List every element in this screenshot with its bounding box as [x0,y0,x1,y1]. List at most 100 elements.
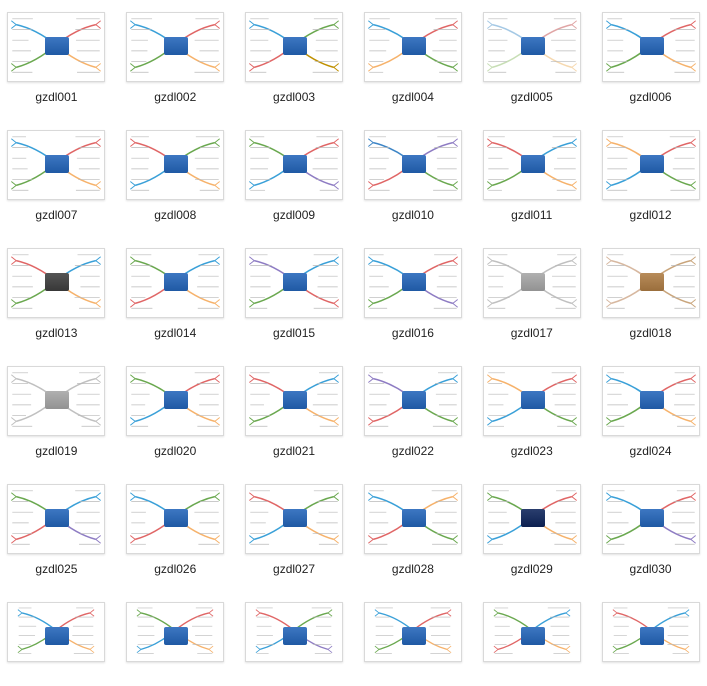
file-label: gzdl017 [511,326,553,340]
file-item[interactable]: gzdl029 [479,484,584,576]
file-thumbnail[interactable] [7,366,105,436]
file-item[interactable]: gzdl010 [361,130,466,222]
file-thumbnail[interactable] [483,130,581,200]
file-thumbnail[interactable] [245,248,343,318]
file-thumbnail[interactable] [364,366,462,436]
file-item[interactable] [361,602,466,662]
file-thumbnail[interactable] [7,12,105,82]
file-label: gzdl006 [630,90,672,104]
file-item[interactable]: gzdl011 [479,130,584,222]
file-item[interactable]: gzdl024 [598,366,703,458]
file-label: gzdl008 [154,208,196,222]
file-item[interactable]: gzdl013 [4,248,109,340]
file-thumbnail[interactable] [364,602,462,662]
file-item[interactable]: gzdl018 [598,248,703,340]
file-thumbnail[interactable] [364,248,462,318]
file-item[interactable]: gzdl008 [123,130,228,222]
file-thumbnail[interactable] [364,130,462,200]
file-thumbnail[interactable] [364,12,462,82]
file-item[interactable]: gzdl004 [361,12,466,104]
mindmap-center-icon [521,509,545,527]
file-thumbnail[interactable] [602,366,700,436]
file-item[interactable] [598,602,703,662]
file-label: gzdl018 [630,326,672,340]
file-thumbnail[interactable] [602,12,700,82]
file-thumbnail[interactable] [602,484,700,554]
mindmap-center-icon [164,37,188,55]
mindmap-center-icon [283,509,307,527]
file-thumbnail[interactable] [245,484,343,554]
file-item[interactable] [479,602,584,662]
mindmap-center-icon [402,155,426,173]
file-item[interactable]: gzdl007 [4,130,109,222]
file-thumbnail[interactable] [126,366,224,436]
file-item[interactable]: gzdl005 [479,12,584,104]
file-item[interactable]: gzdl001 [4,12,109,104]
file-thumbnail[interactable] [245,12,343,82]
file-thumbnail[interactable] [126,602,224,662]
mindmap-center-icon [164,155,188,173]
file-item[interactable]: gzdl026 [123,484,228,576]
file-thumbnail[interactable] [483,602,581,662]
file-label: gzdl005 [511,90,553,104]
file-thumbnail[interactable] [7,602,105,662]
file-item[interactable]: gzdl003 [242,12,347,104]
file-item[interactable]: gzdl025 [4,484,109,576]
file-thumbnail[interactable] [602,248,700,318]
file-thumbnail[interactable] [126,130,224,200]
mindmap-center-icon [640,627,664,645]
file-thumbnail[interactable] [483,12,581,82]
file-label: gzdl028 [392,562,434,576]
file-thumbnail[interactable] [126,248,224,318]
file-label: gzdl025 [35,562,77,576]
file-label: gzdl003 [273,90,315,104]
file-item[interactable]: gzdl017 [479,248,584,340]
file-item[interactable]: gzdl027 [242,484,347,576]
file-thumbnail[interactable] [245,366,343,436]
file-item[interactable] [242,602,347,662]
file-item[interactable]: gzdl019 [4,366,109,458]
mindmap-center-icon [402,509,426,527]
file-thumbnail[interactable] [7,130,105,200]
file-item[interactable]: gzdl015 [242,248,347,340]
file-item[interactable]: gzdl020 [123,366,228,458]
mindmap-center-icon [283,37,307,55]
file-thumbnail[interactable] [7,484,105,554]
file-thumbnail[interactable] [364,484,462,554]
file-thumbnail[interactable] [483,366,581,436]
mindmap-center-icon [45,509,69,527]
file-item[interactable]: gzdl028 [361,484,466,576]
file-label: gzdl002 [154,90,196,104]
mindmap-center-icon [640,155,664,173]
file-label: gzdl029 [511,562,553,576]
file-thumbnail[interactable] [602,130,700,200]
file-item[interactable]: gzdl014 [123,248,228,340]
file-label: gzdl010 [392,208,434,222]
file-item[interactable]: gzdl002 [123,12,228,104]
file-item[interactable]: gzdl009 [242,130,347,222]
file-thumbnail[interactable] [483,484,581,554]
file-item[interactable]: gzdl012 [598,130,703,222]
file-thumbnail[interactable] [126,12,224,82]
mindmap-center-icon [283,155,307,173]
file-thumbnail[interactable] [7,248,105,318]
mindmap-center-icon [640,509,664,527]
file-item[interactable]: gzdl023 [479,366,584,458]
file-label: gzdl021 [273,444,315,458]
file-item[interactable]: gzdl021 [242,366,347,458]
file-thumbnail[interactable] [245,602,343,662]
file-item[interactable]: gzdl006 [598,12,703,104]
file-thumbnail[interactable] [483,248,581,318]
file-item[interactable] [4,602,109,662]
file-item[interactable]: gzdl022 [361,366,466,458]
file-thumbnail[interactable] [245,130,343,200]
file-item[interactable]: gzdl016 [361,248,466,340]
file-label: gzdl012 [630,208,672,222]
file-item[interactable]: gzdl030 [598,484,703,576]
file-thumbnail[interactable] [126,484,224,554]
file-thumbnail[interactable] [602,602,700,662]
file-item[interactable] [123,602,228,662]
file-label: gzdl013 [35,326,77,340]
mindmap-center-icon [402,273,426,291]
mindmap-center-icon [521,627,545,645]
